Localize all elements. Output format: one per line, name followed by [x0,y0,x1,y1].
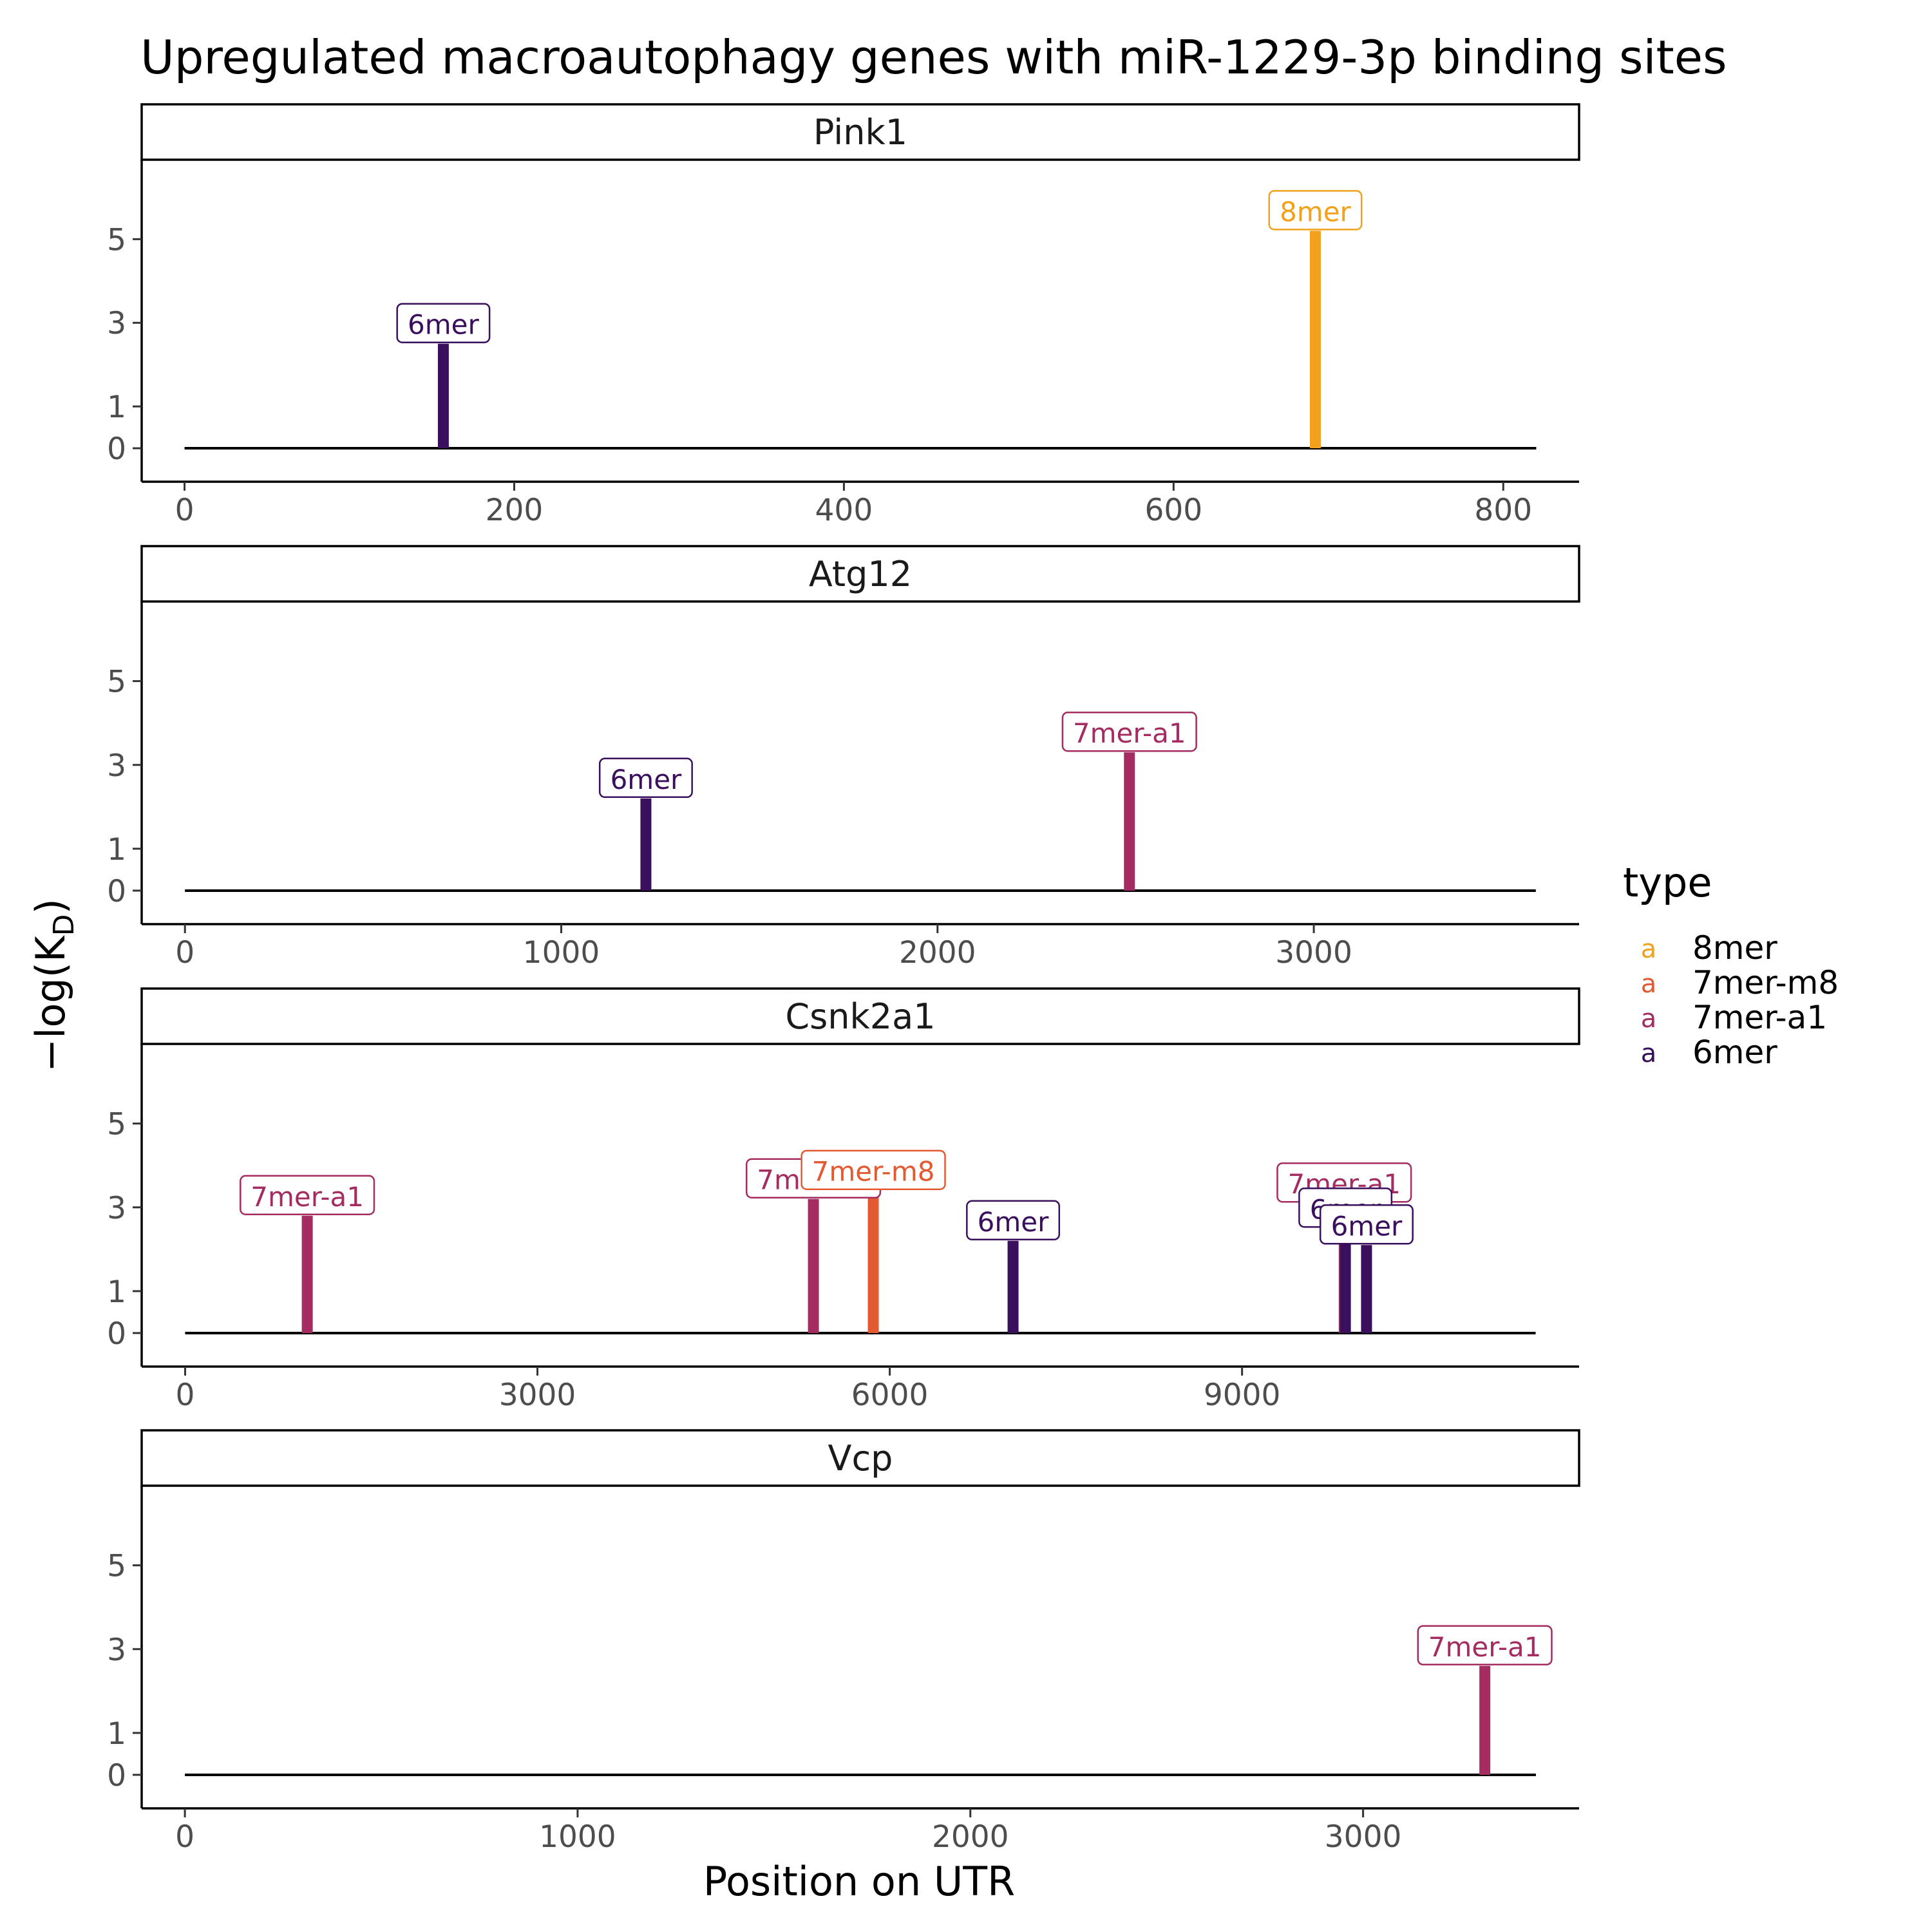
x-tick-label: 600 [1144,493,1202,528]
legend-entries: a 8mer a 7mer-m8 a 7mer-a1 a 6mer [1641,929,1839,1071]
facet-strip [140,545,1580,603]
x-tick-label: 0 [175,935,194,971]
site-label-text: 7mer-a1 [251,1181,364,1213]
facet-strip-label: Csnk2a1 [785,996,935,1037]
legend-key: a [1641,934,1657,964]
site-label-box [1061,711,1197,752]
y-tick-label: 0 [107,874,126,909]
y-tick-label: 5 [107,1549,126,1584]
y-axis-title-main: −log(K [27,935,74,1072]
y-tick-label: 1 [107,390,126,425]
legend-entry: a 6mer [1641,1034,1778,1071]
site-label-box [598,757,693,799]
y-tick-label: 0 [107,431,126,467]
y-tick-label: 0 [107,1758,126,1794]
x-tick-label: 0 [175,1819,194,1855]
site-label: 6mer [598,757,693,799]
y-tick-label: 1 [107,832,126,867]
y-tick-label: 1 [107,1716,126,1752]
facet-strip-label: Atg12 [809,554,912,594]
x-tick-label: 1000 [539,1819,616,1855]
x-tick-label: 1000 [523,935,600,971]
legend-label: 6mer [1692,1034,1777,1071]
x-axis-title: Position on UTR [703,1858,1015,1905]
site-label: 7mer-a1 [240,1175,375,1216]
x-tick-label: 3000 [1275,935,1352,971]
chart-title: Upregulated macroautophagy genes with mi… [140,30,1727,84]
site-label-text: 7mer-a1 [1428,1631,1542,1663]
site-label-box [1417,1625,1553,1666]
y-tick-label: 3 [107,306,126,341]
legend-label: 7mer-a1 [1692,999,1827,1036]
y-tick-label: 1 [107,1274,126,1310]
site-label-text: 7mer-m8 [812,1156,935,1188]
site-label-box [1319,1204,1414,1245]
facet-strip-label: Pink1 [813,112,907,153]
x-tick-label: 6000 [851,1378,929,1413]
facet-strip-label: Vcp [828,1438,893,1479]
facet-panel-csnk2a1: Csnk2a1013503000600090007mer-a17mer-a17m… [107,987,1580,1413]
site-label: 6mer [396,303,491,343]
y-tick-label: 5 [107,1107,126,1142]
site-label-box [966,1200,1061,1241]
site-label-text: 6mer [408,309,479,341]
legend-entry: a 8mer [1641,929,1778,967]
y-tick-label: 0 [107,1316,126,1352]
legend-entry: a 7mer-a1 [1641,999,1827,1036]
site-label-box [1268,190,1363,231]
y-tick-label: 3 [107,1633,126,1668]
legend-entry: a 7mer-m8 [1641,964,1839,1001]
legend-key: a [1641,1039,1657,1068]
facet-panel-vcp: Vcp 0 1 3 5 0 1000 2000 3000 7mer-a1 [107,1429,1580,1855]
site-label-box [240,1175,375,1216]
site-label-text: 8mer [1280,196,1351,227]
x-tick-label: 3000 [1325,1819,1402,1855]
site-label: 6mer [966,1200,1061,1241]
x-tick-label: 0 [176,1378,195,1413]
site-label-text: 6mer [978,1206,1049,1238]
y-tick-label: 3 [107,1191,126,1226]
x-tick-label: 200 [486,493,544,528]
x-tick-label: 9000 [1204,1378,1281,1413]
facet-panels: Pink1 0 1 3 5 0 200 400 600 800 6mer 8mer Atg12 0 1 3 5 0… [107,103,1580,1855]
facet-strip [140,987,1580,1045]
x-tick-label: 400 [815,493,873,528]
site-label: 7mer-m8 [800,1150,946,1190]
x-tick-label: 2000 [899,935,976,971]
x-tick-label: 0 [175,493,194,528]
x-tick-label: 800 [1474,493,1532,528]
facet-panel-pink1: Pink1 0 1 3 5 0 200 400 600 800 6mer 8mer [107,103,1580,528]
y-tick-label: 5 [107,222,126,258]
facet-strip [140,103,1580,161]
y-axis-title-close: ) [27,898,74,914]
legend-label: 7mer-m8 [1692,964,1839,1001]
site-label: 7mer-a1 [1417,1625,1553,1666]
site-label: 8mer [1268,190,1363,231]
site-label: 6mer [1319,1204,1414,1245]
x-tick-label: 2000 [932,1819,1009,1855]
legend-key: a [1641,1004,1657,1034]
y-axis-title: −log(KD) [27,898,80,1072]
facet-panel-atg12: Atg12 0 1 3 5 0 1000 2000 3000 6mer 7mer-a1 [107,545,1580,971]
legend: type a 8mer a 7mer-m8 a 7mer-a1 a 6mer [1623,859,1839,1071]
legend-key: a [1641,969,1657,999]
y-axis-title-subscript: D [48,914,80,936]
site-label-text: 7mer-a1 [1073,717,1186,749]
site-label-text: 6mer [1331,1210,1403,1242]
legend-label: 8mer [1692,929,1777,967]
y-tick-label: 5 [107,665,126,700]
legend-title: type [1623,859,1712,906]
site-label-text: 6mer [611,764,682,795]
site-label: 7mer-a1 [1061,711,1197,752]
y-tick-label: 3 [107,748,126,784]
x-tick-label: 3000 [499,1378,576,1413]
facet-strip [140,1429,1580,1487]
site-label-box [800,1150,946,1190]
site-label-box [396,303,491,343]
